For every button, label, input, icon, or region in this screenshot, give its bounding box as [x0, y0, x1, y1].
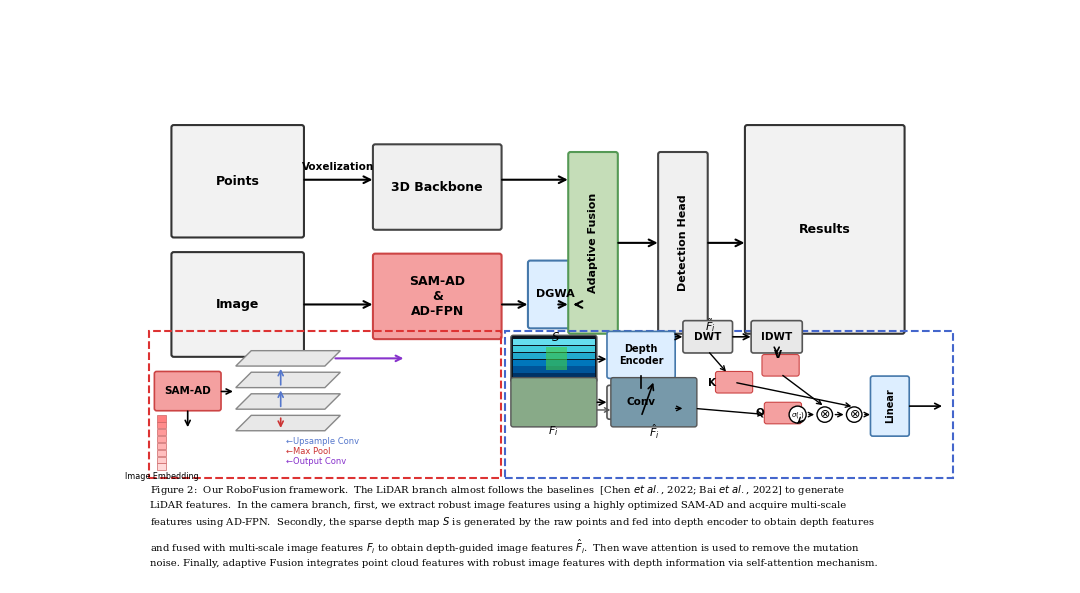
Text: $F_i$: $F_i$ [549, 425, 558, 438]
Text: Image: Image [216, 298, 259, 311]
Text: ←Output Conv: ←Output Conv [286, 457, 347, 466]
Polygon shape [235, 394, 340, 409]
Bar [157, 436, 166, 442]
FancyBboxPatch shape [511, 378, 597, 427]
Text: Detection Head: Detection Head [678, 195, 688, 291]
FancyBboxPatch shape [373, 254, 501, 339]
Polygon shape [235, 415, 340, 431]
Bar [157, 429, 166, 435]
FancyBboxPatch shape [511, 335, 597, 382]
Text: Results: Results [799, 223, 851, 236]
Bar [513, 374, 595, 380]
Text: $\sigma(\cdot)$: $\sigma(\cdot)$ [791, 410, 805, 420]
FancyBboxPatch shape [751, 321, 802, 353]
Text: Voxelization: Voxelization [302, 162, 374, 172]
Text: Linear: Linear [885, 389, 895, 423]
Text: SAM-AD: SAM-AD [164, 386, 211, 396]
Bar [157, 422, 166, 428]
FancyBboxPatch shape [765, 402, 801, 424]
FancyBboxPatch shape [172, 252, 303, 357]
FancyBboxPatch shape [154, 371, 221, 411]
Text: Depth
Encoder: Depth Encoder [619, 344, 663, 366]
FancyBboxPatch shape [528, 260, 583, 329]
FancyBboxPatch shape [373, 144, 501, 229]
Text: V: V [774, 349, 782, 359]
Text: Points: Points [216, 175, 259, 188]
Bar [513, 346, 595, 352]
FancyBboxPatch shape [172, 125, 303, 237]
Text: $\hat{F}_i$: $\hat{F}_i$ [649, 422, 660, 441]
FancyBboxPatch shape [745, 125, 905, 334]
Text: IDWT: IDWT [761, 332, 793, 342]
Text: $\tilde{F}_i$: $\tilde{F}_i$ [705, 318, 715, 334]
FancyBboxPatch shape [607, 385, 675, 419]
Bar [513, 366, 595, 373]
Text: ←Upsample Conv: ←Upsample Conv [286, 437, 360, 446]
Circle shape [847, 407, 862, 422]
Polygon shape [235, 350, 340, 366]
Bar [157, 415, 166, 422]
Text: 3D Backbone: 3D Backbone [391, 180, 483, 193]
Circle shape [816, 407, 833, 422]
Text: SAM-AD
&
AD-FPN: SAM-AD & AD-FPN [409, 275, 465, 318]
FancyBboxPatch shape [611, 378, 697, 427]
Text: DWT: DWT [694, 332, 721, 342]
Text: Q: Q [756, 407, 765, 417]
Text: Figure 2:  Our RoboFusion framework.  The LiDAR branch almost follows the baseli: Figure 2: Our RoboFusion framework. The … [150, 483, 878, 569]
Bar [157, 449, 166, 456]
FancyBboxPatch shape [607, 331, 675, 378]
Text: $\otimes$: $\otimes$ [849, 408, 860, 421]
Bar [513, 353, 595, 359]
FancyBboxPatch shape [870, 376, 909, 436]
Text: ←Max Pool: ←Max Pool [286, 447, 330, 456]
Polygon shape [235, 372, 340, 388]
Bar [545, 347, 567, 370]
FancyBboxPatch shape [683, 321, 732, 353]
Bar [513, 339, 595, 345]
FancyBboxPatch shape [715, 371, 753, 393]
Text: Adaptive Fusion: Adaptive Fusion [588, 193, 598, 293]
Text: Conv: Conv [626, 397, 656, 407]
FancyBboxPatch shape [568, 152, 618, 334]
FancyBboxPatch shape [658, 152, 707, 334]
Text: K: K [708, 378, 716, 388]
Bar [157, 464, 166, 470]
Bar [157, 457, 166, 463]
FancyBboxPatch shape [762, 355, 799, 376]
Text: $S$: $S$ [551, 331, 559, 344]
Bar [157, 443, 166, 449]
Bar [513, 359, 595, 366]
Text: DGWA: DGWA [536, 289, 575, 299]
Circle shape [789, 406, 806, 423]
Text: Image Embedding: Image Embedding [124, 473, 198, 482]
Text: $\otimes$: $\otimes$ [819, 408, 831, 421]
